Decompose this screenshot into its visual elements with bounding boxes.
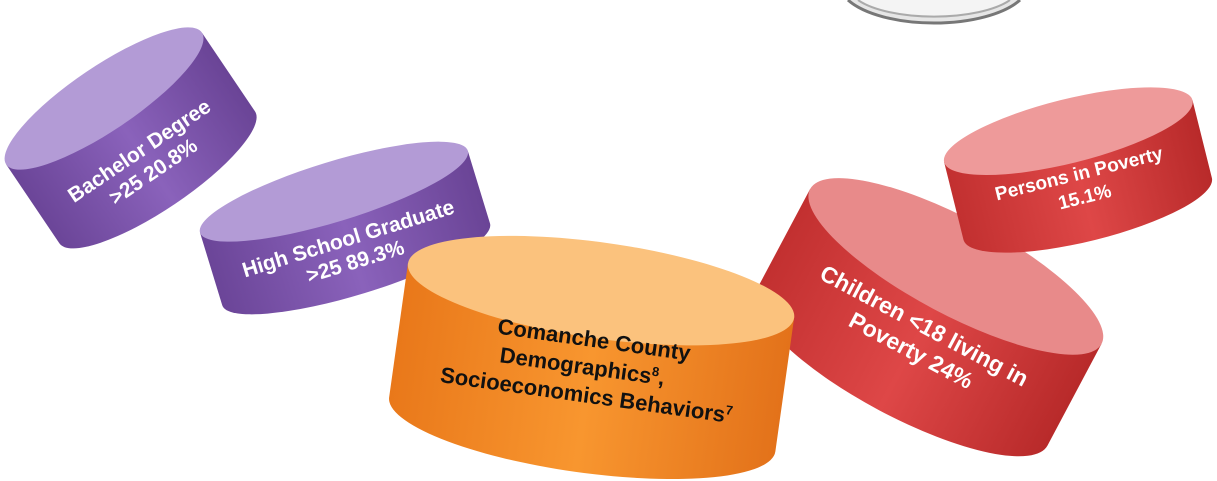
cylinder: Comanche County Demographics8, Socioecon… <box>382 216 800 481</box>
diagram: Bachelor Degree >25 20.8% High School Gr… <box>0 0 1217 481</box>
cylinder: Persons in Poverty 15.1% <box>936 69 1217 271</box>
